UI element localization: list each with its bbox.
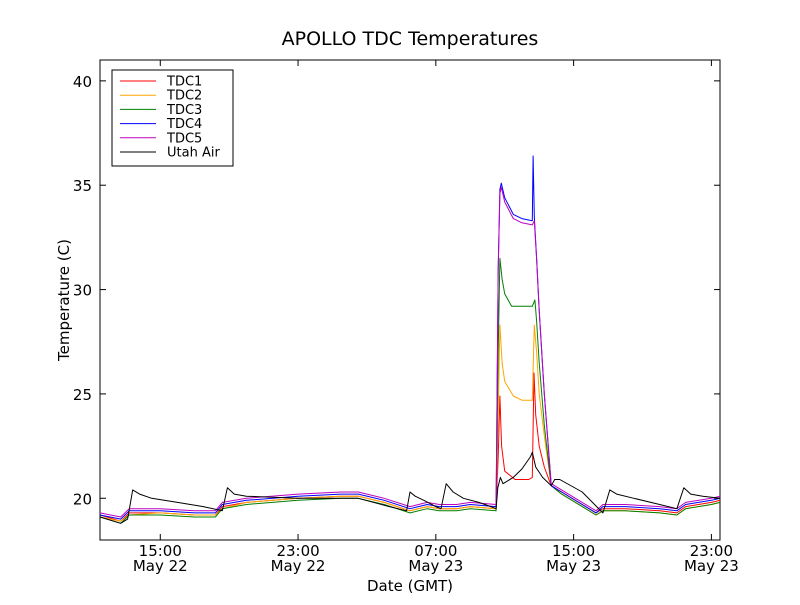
legend-label: TDC4 — [166, 117, 202, 132]
y-axis: 20 25 30 35 40 — [73, 73, 720, 508]
legend-box — [111, 69, 234, 167]
legend-label: Utah Air — [167, 146, 220, 161]
y-axis-label: Temperature (C) — [55, 239, 73, 362]
x-tick-date-label: May 23 — [408, 557, 463, 575]
x-tick-date-label: May 22 — [133, 557, 188, 575]
x-tick-label: 15:00 — [552, 542, 595, 560]
legend-label: TDC2 — [166, 89, 202, 104]
y-tick-label: 20 — [73, 490, 92, 508]
legend-label: TDC5 — [166, 131, 202, 146]
y-tick-label: 30 — [73, 282, 92, 300]
legend-label: TDC1 — [166, 75, 202, 90]
series-line-utah-air — [100, 451, 720, 524]
plot-frame — [99, 59, 721, 541]
legend-label: TDC3 — [166, 103, 202, 118]
y-tick-label: 40 — [73, 73, 92, 91]
series-line-tdc1 — [100, 372, 720, 522]
chart-title: APOLLO TDC Temperatures — [282, 28, 539, 50]
y-tick-label: 35 — [73, 177, 92, 195]
series-line-tdc4 — [100, 155, 720, 520]
y-tick-label: 25 — [73, 386, 92, 404]
x-tick-label: 23:00 — [276, 542, 319, 560]
x-tick-label: 07:00 — [414, 542, 457, 560]
x-tick-date-label: May 22 — [271, 557, 326, 575]
x-tick-date-label: May 23 — [546, 557, 601, 575]
series-group — [100, 155, 720, 524]
series-line-tdc3 — [100, 257, 720, 524]
x-tick-date-label: May 23 — [684, 557, 739, 575]
x-axis-label: Date (GMT) — [367, 577, 453, 595]
x-tick-label: 23:00 — [690, 542, 733, 560]
series-line-tdc5 — [100, 186, 720, 518]
x-tick-label: 15:00 — [139, 542, 182, 560]
